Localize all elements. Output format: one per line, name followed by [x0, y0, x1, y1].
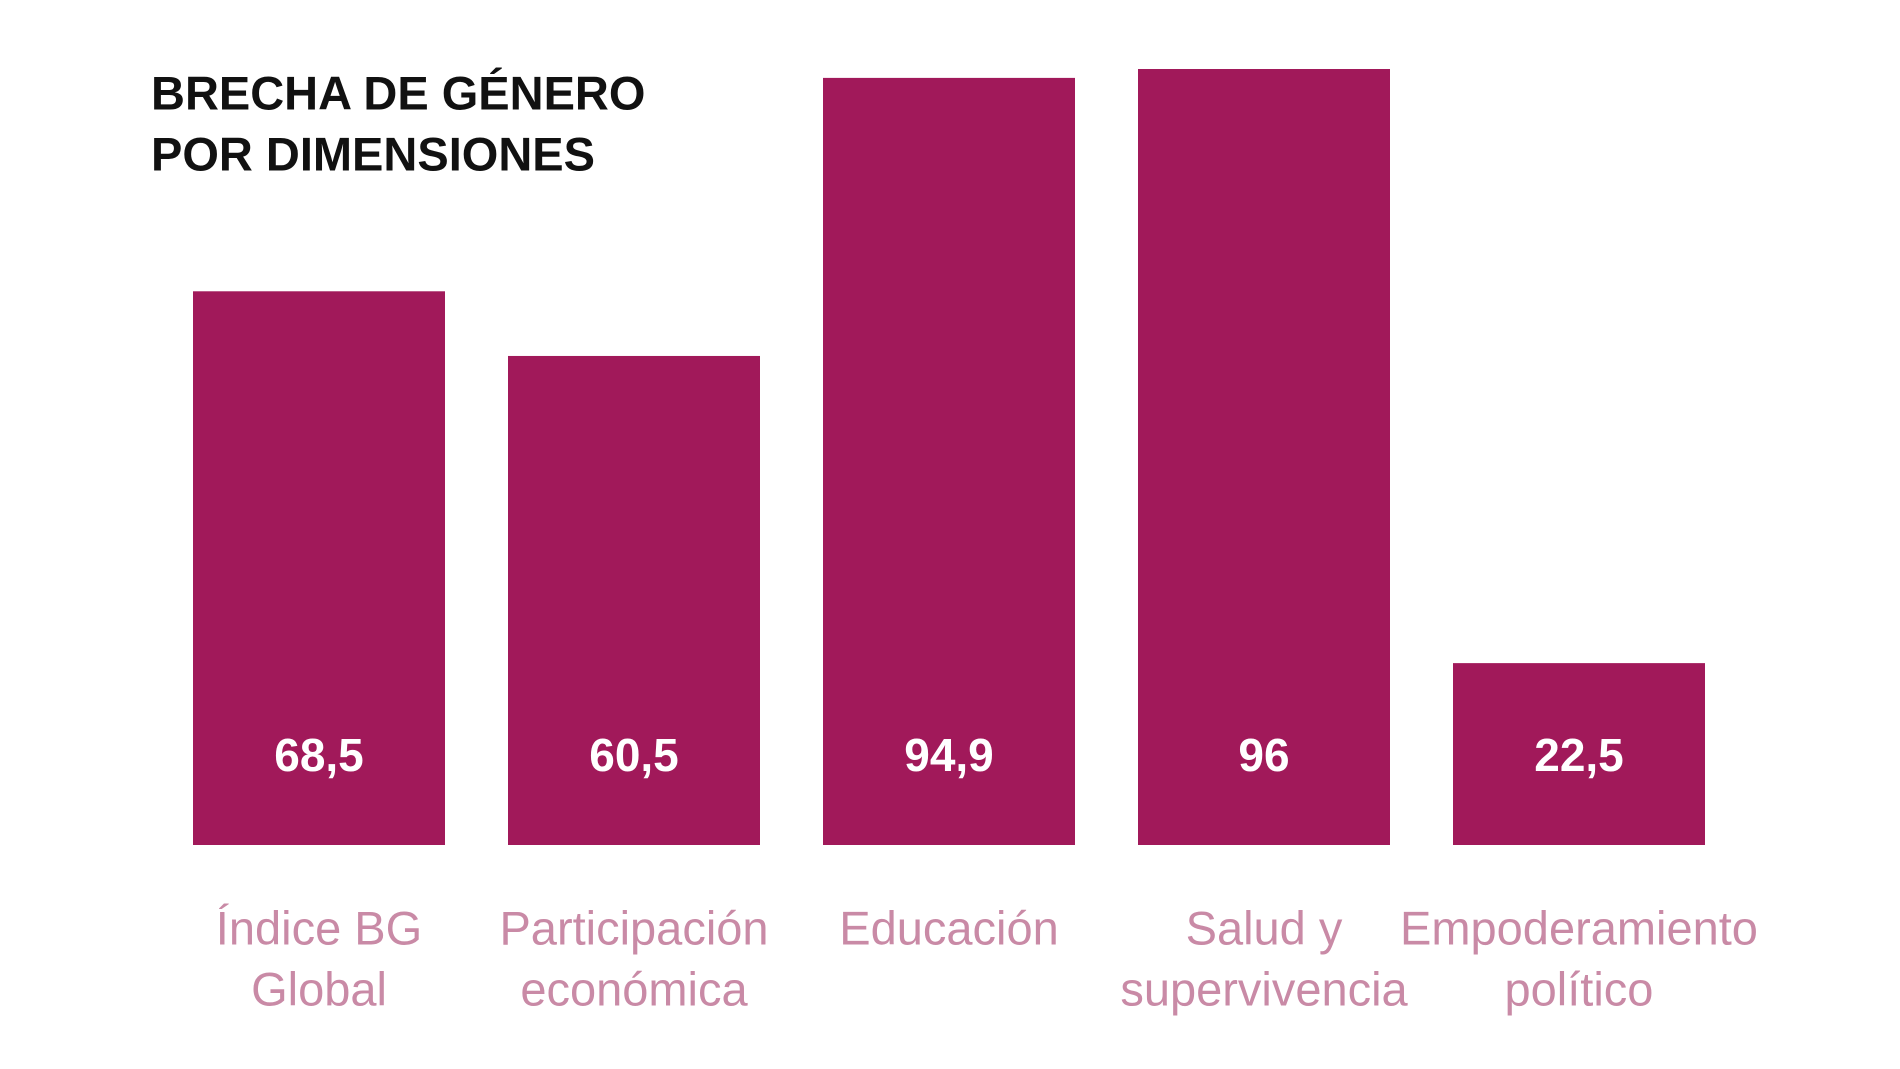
value-label: 22,5	[1534, 729, 1624, 781]
category-label: Índice BG	[216, 901, 422, 954]
category-label: político	[1505, 962, 1654, 1015]
bar	[193, 291, 445, 846]
chart-title: BRECHA DE GÉNERO	[151, 66, 645, 119]
category-label: económica	[520, 962, 748, 1015]
value-label: 60,5	[589, 729, 679, 781]
value-label: 68,5	[274, 729, 364, 781]
category-label: supervivencia	[1120, 962, 1408, 1015]
category-label: Empoderamiento	[1400, 901, 1758, 954]
chart-title: POR DIMENSIONES	[151, 127, 595, 180]
category-label: Global	[251, 962, 387, 1015]
value-label: 94,9	[904, 729, 994, 781]
bar	[1453, 663, 1705, 845]
bar	[823, 77, 1075, 846]
category-label: Educación	[839, 901, 1059, 954]
value-label: 96	[1238, 729, 1289, 781]
bar	[508, 355, 760, 845]
bar	[1138, 69, 1390, 845]
category-label: Participación	[499, 901, 768, 954]
category-label: Salud y	[1186, 901, 1343, 954]
